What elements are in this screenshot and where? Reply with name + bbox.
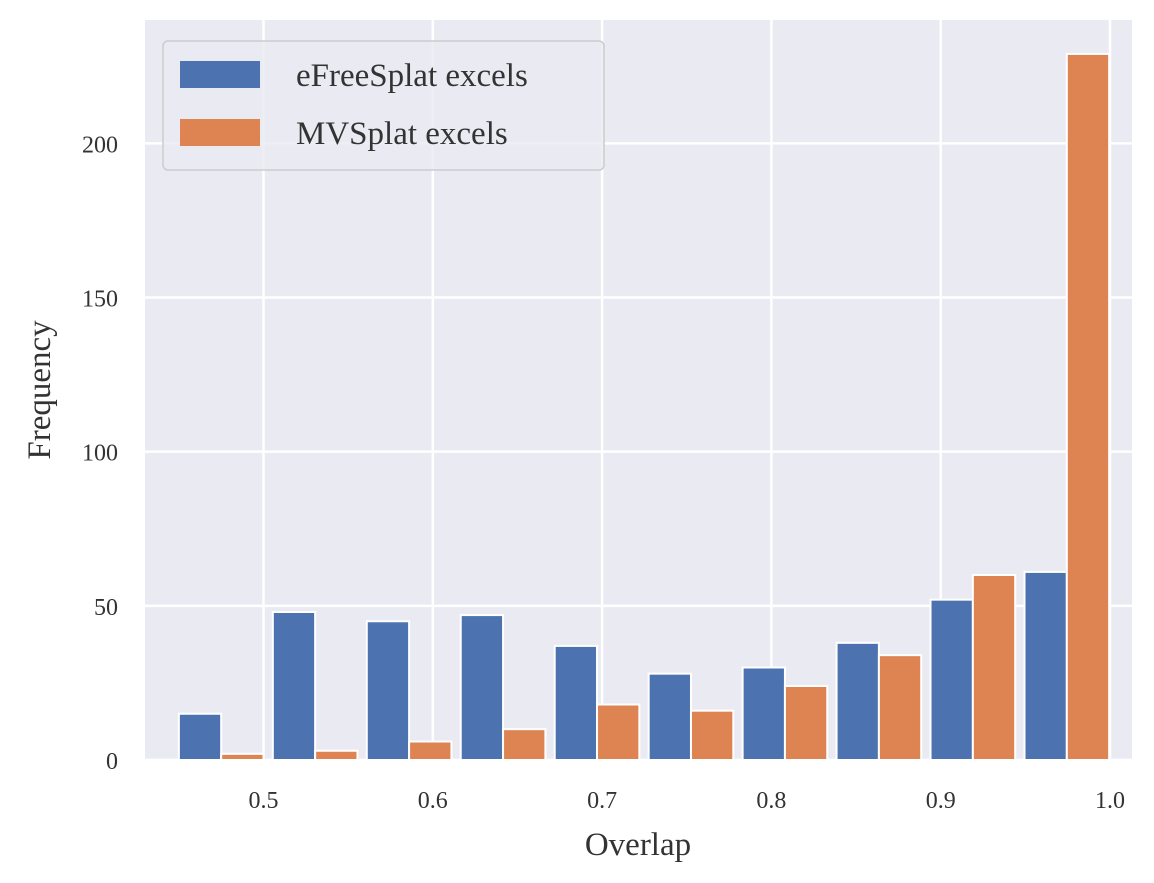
bar-mvsplat-5 [689,709,735,762]
y-axis-title: Frequency [22,320,58,460]
legend-swatch-efreesplat [180,61,260,88]
bar-mvsplat-1 [314,749,359,761]
bar-efreesplat-8 [929,598,974,762]
y-tick-label: 100 [82,441,118,467]
x-tick-label: 0.7 [587,788,617,814]
bar-efreesplat-5 [647,672,692,762]
x-tick-label: 0.6 [418,788,448,814]
bar-efreesplat-2 [365,620,411,761]
bar-efreesplat-9 [1023,570,1068,762]
y-tick-label: 200 [82,132,118,158]
bar-efreesplat-1 [271,611,317,761]
bar-efreesplat-4 [553,644,599,762]
bar-efreesplat-0 [177,712,223,761]
x-tick-labels: 0.5 0.6 0.7 0.8 0.9 1.0 [249,788,1125,814]
legend-frame [162,40,605,171]
bar-mvsplat-0 [220,752,265,761]
bar-mvsplat-2 [408,740,453,761]
legend-swatch-mvsplat [180,119,260,146]
x-tick-label: 0.9 [926,788,956,814]
legend: eFreeSplat excels MVSplat excels [162,40,605,171]
x-axis-title: Overlap [585,827,691,863]
bar-mvsplat-3 [502,728,547,762]
bar-efreesplat-7 [835,641,880,761]
x-tick-label: 0.8 [756,788,786,814]
y-tick-label: 150 [82,287,118,313]
bar-mvsplat-6 [783,685,829,761]
y-tick-label: 50 [94,595,118,621]
x-tick-label: 0.5 [249,788,279,814]
bar-mvsplat-8 [971,574,1017,761]
legend-label-efreesplat: eFreeSplat excels [296,58,528,94]
bar-efreesplat-6 [741,666,786,761]
bar-mvsplat-9 [1065,52,1111,761]
legend-label-mvsplat: MVSplat excels [296,116,508,152]
y-tick-labels: 0 50 100 150 200 [82,132,118,775]
x-tick-label: 1.0 [1095,788,1125,814]
y-tick-label: 0 [106,749,118,775]
bar-mvsplat-4 [596,703,641,761]
bar-efreesplat-3 [459,614,505,761]
histogram-bars [177,52,1111,762]
bar-mvsplat-7 [877,654,923,762]
